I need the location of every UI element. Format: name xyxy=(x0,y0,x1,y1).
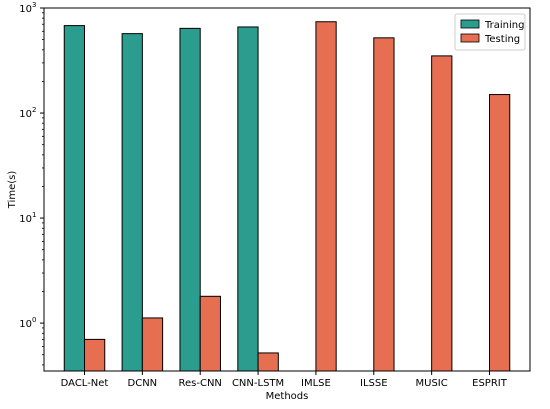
x-tick-label: DCNN xyxy=(128,378,158,389)
bar-training-dcnn xyxy=(121,33,143,372)
x-tick-label: IMLSE xyxy=(301,378,331,389)
bar-training-res-cnn xyxy=(179,27,201,372)
y-tick-exponent: 0 xyxy=(32,316,36,324)
bar-testing-ilsse xyxy=(373,37,395,372)
x-tick-label: DACL-Net xyxy=(61,378,109,389)
bar-testing-dcnn xyxy=(141,317,164,372)
y-tick-label: 10 xyxy=(19,109,32,120)
bar-testing-dacl-net xyxy=(84,338,106,372)
x-tick-label: ILSSE xyxy=(360,378,388,389)
legend-label-testing: Testing xyxy=(484,34,520,45)
bar-testing-cnn-lstm xyxy=(257,352,279,372)
x-axis: DACL-Net DCNN Res-CNN CNN-LSTM IMLSE ILSSE MUS… xyxy=(61,371,508,389)
bar-testing-res-cnn xyxy=(199,295,221,372)
legend: Training Testing xyxy=(454,13,526,51)
bar-testing-imlse xyxy=(315,21,337,372)
bar-training-cnn-lstm xyxy=(237,26,259,372)
legend-swatch-training xyxy=(460,19,480,29)
y-tick-label: 10 xyxy=(19,319,32,330)
x-tick-label: MUSIC xyxy=(416,378,448,389)
bar-testing-esprit xyxy=(489,94,511,372)
x-axis-label: Methods xyxy=(266,391,309,402)
legend-label-training: Training xyxy=(484,20,524,31)
bars-group xyxy=(63,21,511,372)
bar-training-dacl-net xyxy=(63,25,85,372)
y-tick-label: 10 xyxy=(19,4,32,15)
x-tick-label: Res-CNN xyxy=(179,378,222,389)
y-tick-label: 10 xyxy=(19,214,32,225)
x-tick-label: ESPRIT xyxy=(472,378,508,389)
y-tick-exponent: 1 xyxy=(32,211,36,219)
y-axis-label: Time(s) xyxy=(7,171,18,210)
plot-frame xyxy=(43,7,531,372)
legend-swatch-testing xyxy=(460,33,480,43)
bar-testing-music xyxy=(431,55,453,372)
plot-area xyxy=(43,7,531,372)
y-tick-exponent: 2 xyxy=(32,106,36,114)
x-tick-label: CNN-LSTM xyxy=(232,378,284,389)
y-tick-exponent: 3 xyxy=(32,1,36,9)
